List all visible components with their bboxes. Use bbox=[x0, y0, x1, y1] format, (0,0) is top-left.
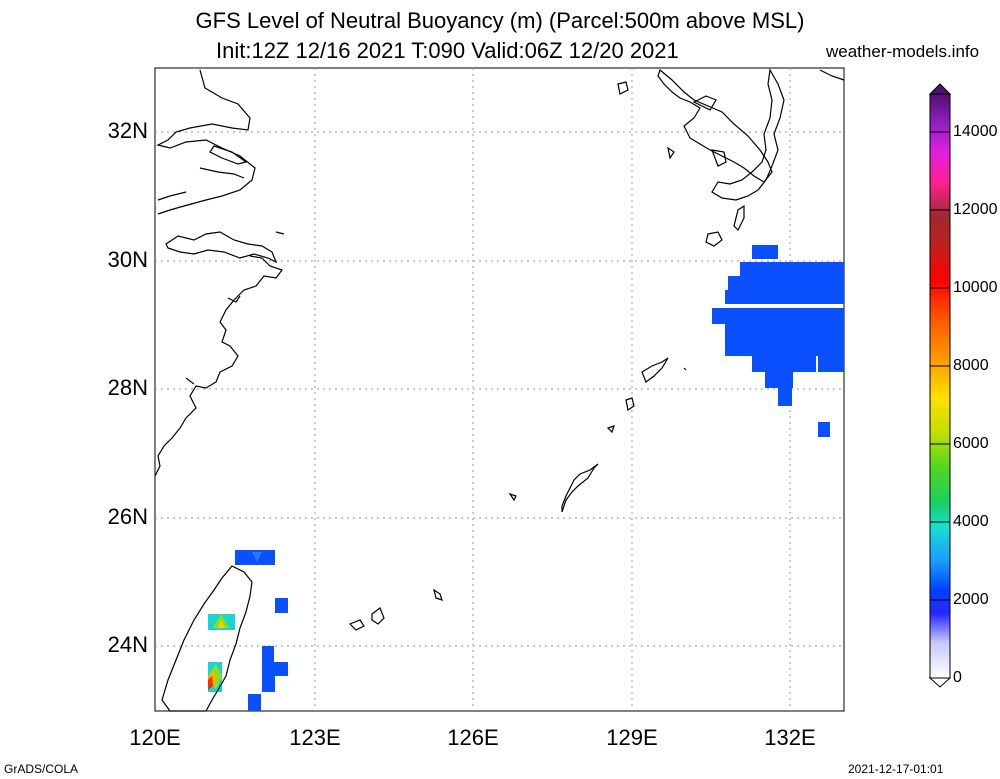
chart-title: GFS Level of Neutral Buoyancy (m) (Parce… bbox=[195, 8, 805, 33]
colorbar-label: 12000 bbox=[953, 201, 998, 218]
coastlines bbox=[154, 68, 845, 712]
colorbar-label: 0 bbox=[953, 669, 962, 686]
colorbar bbox=[928, 83, 952, 688]
footer-timestamp: 2021-12-17-01:01 bbox=[848, 762, 944, 776]
lat-label: 24N bbox=[107, 632, 148, 657]
site-credit: weather-models.info bbox=[826, 42, 980, 61]
lat-label: 28N bbox=[107, 375, 148, 400]
colorbar-label: 10000 bbox=[953, 279, 998, 296]
colorbar-label: 4000 bbox=[953, 513, 989, 530]
lon-label: 132E bbox=[764, 725, 816, 750]
colorbar-bottom-arrow bbox=[928, 677, 952, 688]
lat-label: 32N bbox=[107, 118, 148, 143]
colorbar-scale bbox=[929, 93, 951, 679]
lon-label: 126E bbox=[447, 725, 499, 750]
colorbar-label: 6000 bbox=[953, 435, 989, 452]
lon-label: 129E bbox=[606, 725, 658, 750]
footer-credit: GrADS/COLA bbox=[4, 762, 79, 776]
colorbar-label: 2000 bbox=[953, 591, 989, 608]
lat-label: 30N bbox=[107, 247, 148, 272]
chart-subtitle: Init:12Z 12/16 2021 T:090 Valid:06Z 12/2… bbox=[216, 38, 679, 63]
lnb-field-south bbox=[208, 550, 288, 711]
lon-label: 120E bbox=[129, 725, 181, 750]
colorbar-label: 8000 bbox=[953, 357, 989, 374]
lon-label: 123E bbox=[289, 725, 341, 750]
colorbar-label: 14000 bbox=[953, 123, 998, 140]
colorbar-top-arrow bbox=[928, 83, 952, 95]
lat-label: 26N bbox=[107, 504, 148, 529]
lnb-field-north bbox=[712, 245, 844, 437]
